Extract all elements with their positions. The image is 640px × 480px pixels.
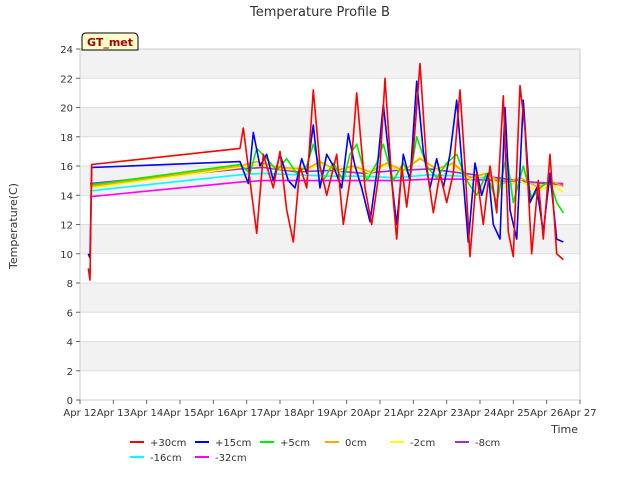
- y-tick-label: 4: [67, 338, 73, 349]
- band: [80, 107, 580, 137]
- y-tick-label: 18: [60, 133, 73, 144]
- x-tick-label: Apr 25: [497, 408, 530, 419]
- x-tick-label: Apr 13: [97, 408, 130, 419]
- x-tick-label: Apr 21: [363, 408, 396, 419]
- y-tick-label: 14: [60, 191, 73, 202]
- gt-met-annotation: GT_met: [81, 32, 139, 51]
- y-tick-label: 16: [60, 162, 73, 173]
- y-tick-label: 0: [67, 396, 73, 407]
- legend-label: -32cm: [215, 453, 247, 464]
- x-tick-label: Apr 17: [230, 408, 263, 419]
- chart-title: Temperature Profile B: [249, 5, 390, 20]
- y-tick-label: 24: [60, 45, 73, 56]
- legend: +30cm +15cm +5cm 0cm -2cm -8cm -16cm -32cm: [130, 438, 500, 464]
- annotation-label: GT_met: [87, 36, 133, 49]
- x-tick-label: Apr 27: [563, 408, 596, 419]
- legend-label: -2cm: [410, 438, 435, 449]
- x-axis-label: Time: [550, 423, 578, 436]
- x-tick-label: Apr 24: [463, 408, 496, 419]
- legend-label: -16cm: [150, 453, 182, 464]
- band: [80, 341, 580, 371]
- x-tick-label: Apr 12: [63, 408, 96, 419]
- band: [80, 224, 580, 254]
- legend-label: +5cm: [280, 438, 310, 449]
- y-tick-label: 2: [67, 367, 73, 378]
- x-tick-label: Apr 18: [263, 408, 296, 419]
- legend-label: -8cm: [475, 438, 500, 449]
- x-tick-label: Apr 14: [130, 408, 163, 419]
- legend-label: 0cm: [345, 438, 367, 449]
- y-tick-label: 6: [67, 308, 73, 319]
- x-tick-label: Apr 20: [330, 408, 363, 419]
- series-line-30cm: [87, 62, 564, 281]
- band: [80, 283, 580, 313]
- series-line-5cm: [89, 136, 564, 214]
- legend-label: +15cm: [215, 438, 251, 449]
- x-axis-ticks: Apr 12 Apr 13 Apr 14 Apr 15 Apr 16 Apr 17 Apr …: [63, 400, 597, 419]
- y-tick-label: 12: [60, 221, 73, 232]
- series-line-0cm: [89, 157, 564, 188]
- y-tick-label: 8: [67, 279, 73, 290]
- series-lines: [87, 62, 564, 281]
- x-tick-label: Apr 15: [163, 408, 196, 419]
- x-tick-label: Apr 16: [197, 408, 230, 419]
- x-tick-label: Apr 26: [530, 408, 563, 419]
- series-line-2cm: [89, 156, 564, 193]
- y-axis-label: Temperature(C): [7, 183, 20, 270]
- y-tick-label: 10: [60, 250, 73, 261]
- x-tick-label: Apr 23: [430, 408, 463, 419]
- x-tick-label: Apr 19: [297, 408, 330, 419]
- y-tick-label: 22: [60, 74, 73, 85]
- y-tick-label: 20: [60, 104, 73, 115]
- legend-label: +30cm: [150, 438, 186, 449]
- band: [80, 49, 580, 79]
- x-tick-label: Apr 22: [397, 408, 430, 419]
